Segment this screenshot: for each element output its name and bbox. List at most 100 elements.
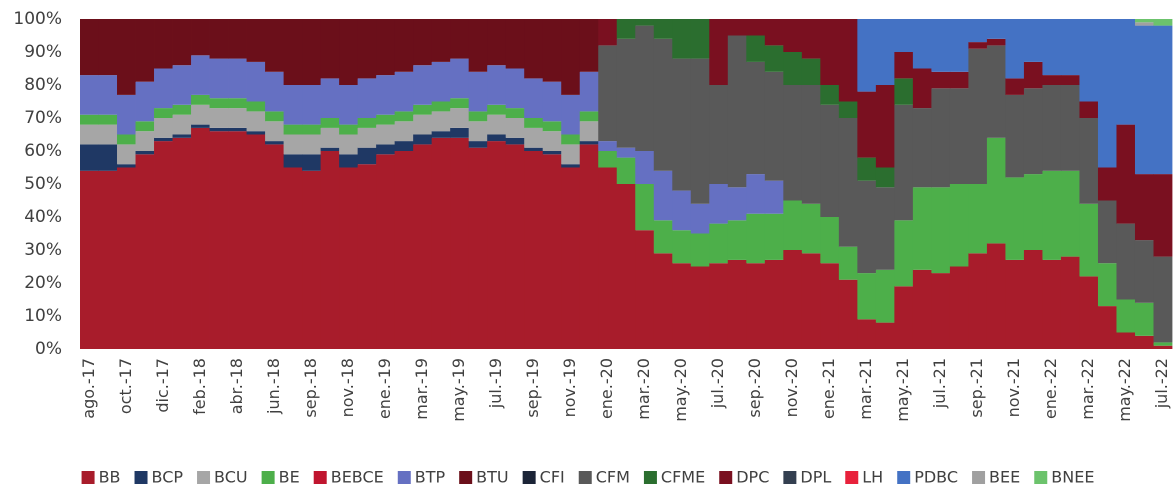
bar-segment bbox=[1116, 223, 1136, 300]
bar-segment bbox=[357, 118, 377, 128]
bar-segment bbox=[228, 98, 247, 109]
bar-segment bbox=[690, 58, 710, 204]
bar-segment bbox=[542, 121, 562, 132]
bar-segment bbox=[357, 78, 377, 118]
bar-segment bbox=[191, 94, 210, 105]
bar-segment bbox=[154, 68, 173, 109]
bar-segment bbox=[154, 141, 173, 349]
x-tick-label: ene.-21 bbox=[819, 358, 838, 419]
x-tick-label: ago.-17 bbox=[79, 358, 98, 419]
bar-segment bbox=[135, 19, 155, 82]
bar-segment bbox=[302, 19, 322, 85]
bar-segment bbox=[339, 134, 359, 155]
bar-segment bbox=[394, 151, 414, 349]
bar-segment bbox=[283, 19, 303, 85]
bar-segment bbox=[1060, 170, 1080, 257]
bar-segment bbox=[727, 187, 747, 221]
bar-segment bbox=[1134, 25, 1154, 175]
bar-segment bbox=[98, 170, 118, 349]
bar-segment bbox=[1153, 174, 1173, 257]
x-tick-label: mar.-22 bbox=[1078, 358, 1097, 420]
bar-segment bbox=[931, 187, 951, 274]
bar-segment bbox=[875, 167, 895, 188]
bar-segment bbox=[690, 203, 710, 234]
x-tick-label: sep.-18 bbox=[301, 358, 320, 418]
bar-segment bbox=[1023, 61, 1043, 89]
legend-swatch bbox=[197, 471, 211, 484]
x-tick-label: may.-21 bbox=[893, 358, 912, 422]
bar-segment bbox=[1116, 299, 1136, 333]
y-tick-label: 20% bbox=[24, 273, 62, 293]
bar-segment bbox=[1153, 19, 1173, 26]
bar-segment bbox=[931, 273, 951, 349]
bar-segment bbox=[746, 35, 766, 62]
bar-segment bbox=[838, 101, 858, 118]
bar-segment bbox=[320, 118, 340, 128]
x-tick-label: jul.-20 bbox=[708, 358, 727, 409]
bar-segment bbox=[1079, 101, 1099, 118]
bar-segment bbox=[561, 19, 581, 95]
legend-label: BCP bbox=[152, 468, 184, 487]
bar-segment bbox=[413, 134, 433, 145]
bar-segment bbox=[1060, 85, 1080, 171]
bar-segment bbox=[80, 114, 99, 125]
bar-segment bbox=[875, 19, 895, 85]
bar-segment bbox=[80, 124, 99, 145]
bar-segment bbox=[1134, 335, 1154, 349]
bar-segment bbox=[542, 151, 562, 155]
bar-segment bbox=[394, 111, 414, 122]
legend-swatch bbox=[897, 471, 911, 484]
bar-segment bbox=[524, 19, 544, 79]
bar-segment bbox=[579, 141, 599, 145]
legend-label: CFME bbox=[661, 468, 705, 487]
bar-segment bbox=[191, 104, 210, 125]
x-tick-label: abr.-18 bbox=[227, 358, 246, 414]
bar-segment bbox=[468, 121, 488, 142]
bar-segment bbox=[431, 101, 451, 112]
bar-segment bbox=[209, 127, 229, 132]
bar-segment bbox=[487, 65, 507, 105]
bar-segment bbox=[1116, 124, 1136, 224]
bar-segment bbox=[820, 217, 840, 264]
bar-segment bbox=[1042, 19, 1062, 76]
bar-segment bbox=[653, 220, 673, 254]
bar-segment bbox=[1005, 19, 1025, 79]
bar-segment bbox=[246, 131, 266, 135]
bar-segment bbox=[172, 19, 192, 66]
legend-label: BEBCE bbox=[331, 468, 384, 487]
bar-segment bbox=[1134, 302, 1154, 336]
bar-segment bbox=[357, 147, 377, 165]
x-tick-label: sep.-19 bbox=[523, 358, 542, 418]
bar-segment bbox=[1097, 263, 1117, 307]
bar-segment bbox=[783, 52, 803, 85]
bar-segment bbox=[505, 118, 525, 138]
bar-segment bbox=[875, 85, 895, 168]
bar-segment bbox=[561, 167, 581, 349]
bar-segment bbox=[690, 233, 710, 267]
bar-segment bbox=[949, 266, 969, 349]
bar-segment bbox=[1097, 200, 1117, 264]
bar-segment bbox=[431, 19, 451, 62]
bar-segment bbox=[80, 19, 99, 76]
bar-segment bbox=[598, 19, 618, 46]
bar-segment bbox=[246, 111, 266, 132]
bar-segment bbox=[857, 19, 877, 92]
bar-segment bbox=[968, 253, 988, 349]
bar-segment bbox=[431, 111, 451, 132]
bar-segment bbox=[98, 114, 118, 125]
bar-segment bbox=[1079, 19, 1099, 102]
bar-segment bbox=[690, 19, 710, 59]
bar-segment bbox=[320, 151, 340, 349]
x-tick-label: may.-22 bbox=[1115, 358, 1134, 422]
y-tick-label: 10% bbox=[24, 306, 62, 326]
y-tick-label: 50% bbox=[24, 174, 62, 194]
legend-swatch bbox=[578, 471, 592, 484]
bar-segment bbox=[524, 78, 544, 118]
bar-segment bbox=[117, 19, 136, 95]
bar-segment bbox=[1042, 75, 1062, 85]
bar-segment bbox=[727, 220, 747, 260]
bar-segment bbox=[302, 170, 322, 349]
bar-segment bbox=[320, 127, 340, 148]
x-tick-label: ene.-19 bbox=[375, 358, 394, 419]
